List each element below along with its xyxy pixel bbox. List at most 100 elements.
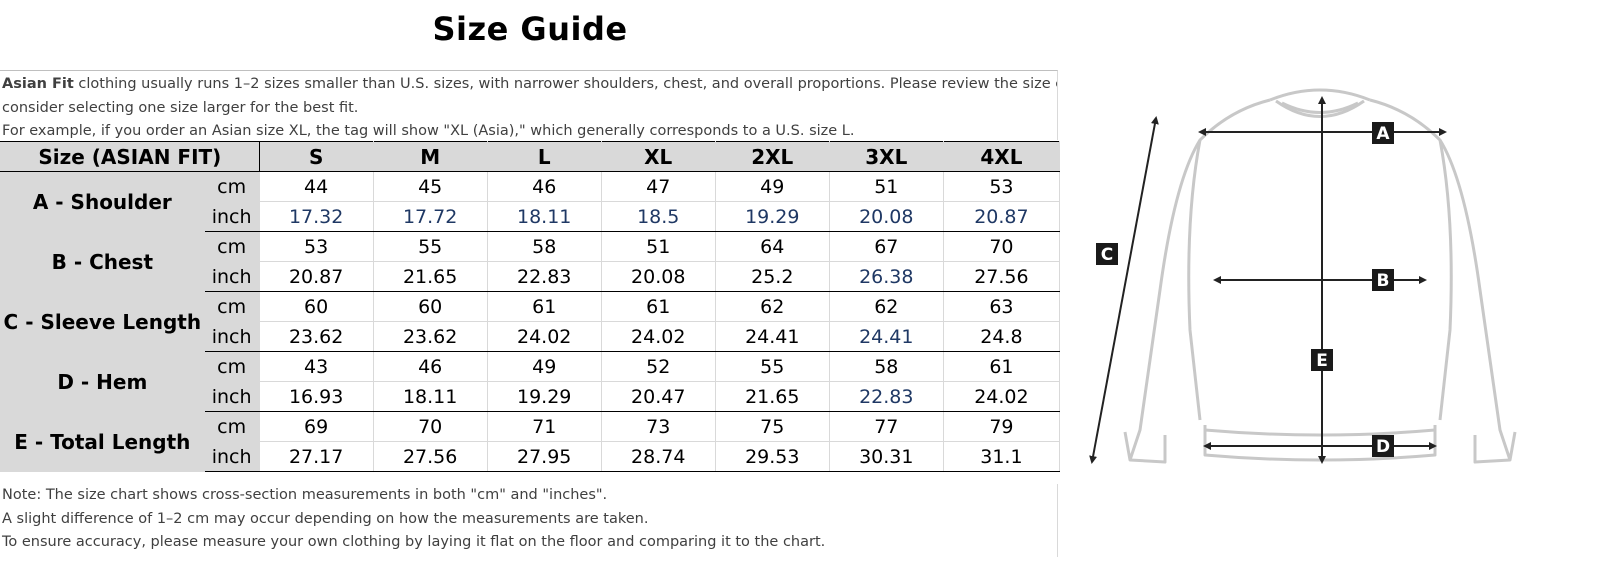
value-cell-inch: 20.87 [258, 261, 374, 292]
value-cell-inch: 22.83 [828, 381, 944, 412]
table-row: inch 27.17 27.56 27.95 28.74 29.53 30.31 31.1 [1, 441, 1061, 472]
value-cell-cm: 43 [258, 351, 374, 382]
value-cell-inch: 28.74 [600, 441, 716, 472]
value-cell-cm: 61 [486, 291, 602, 322]
marker-c: C [1096, 243, 1118, 265]
value-cell-inch: 21.65 [714, 381, 830, 412]
value-cell-inch: 24.02 [942, 381, 1061, 412]
value-cell-cm: 70 [372, 411, 488, 442]
header-size: 2XL [714, 141, 830, 172]
marker-a: A [1372, 122, 1394, 144]
intro-line-1: Asian Fit clothing usually runs 1–2 size… [2, 73, 1057, 97]
unit-label-inch: inch [203, 321, 260, 352]
unit-label-cm: cm [203, 351, 260, 382]
table-row: B - Chest cm 53 55 58 51 64 67 70 [0, 231, 1061, 292]
value-cell-cm: 55 [714, 351, 830, 382]
value-cell-cm: 64 [714, 231, 830, 262]
value-cell-cm: 49 [714, 171, 830, 202]
value-cell-cm: 46 [486, 171, 602, 202]
page-title: Size Guide [432, 10, 628, 48]
unit-label-cm: cm [203, 291, 260, 322]
value-cell-cm: 62 [714, 291, 830, 322]
measurement-label: D - Hem [0, 351, 205, 412]
value-cell-cm: 53 [258, 231, 374, 262]
marker-e: E [1311, 349, 1333, 371]
value-cell-inch: 20.47 [600, 381, 716, 412]
value-cell-inch: 24.8 [942, 321, 1061, 352]
note-line: To ensure accuracy, please measure your … [2, 534, 826, 550]
marker-d: D [1372, 435, 1394, 457]
note-line: Note: The size chart shows cross-section… [2, 487, 608, 503]
unit-label-cm: cm [203, 411, 260, 442]
note-line: A slight difference of 1–2 cm may occur … [2, 510, 649, 527]
value-cell-cm: 79 [942, 411, 1061, 442]
table-row: C - Sleeve Length cm 60 60 61 61 62 62 63 [0, 291, 1061, 352]
value-cell-cm: 77 [828, 411, 944, 442]
value-cell-cm: 58 [828, 351, 944, 382]
value-cell-cm: 53 [942, 171, 1061, 202]
value-cell-inch: 27.95 [486, 441, 602, 472]
header-size: S [258, 141, 374, 172]
marker-a-label: A [1376, 124, 1390, 144]
value-cell-inch: 24.41 [828, 321, 944, 352]
value-cell-cm: 49 [486, 351, 602, 382]
value-cell-inch: 24.41 [714, 321, 830, 352]
value-cell-inch: 24.02 [486, 321, 602, 352]
intro-text: Asian Fit clothing usually runs 1–2 size… [0, 70, 1058, 140]
value-cell-cm: 58 [486, 231, 602, 262]
value-cell-cm: 73 [600, 411, 716, 442]
value-cell-inch: 16.93 [258, 381, 374, 412]
table-body: A - Shoulder cm 44 45 46 47 49 51 53 inch 17.32 17.… [0, 171, 1061, 472]
header-size: M [372, 141, 488, 172]
intro-bold-prefix: Asian Fit [2, 76, 74, 92]
value-cell-inch: 27.56 [372, 441, 488, 472]
value-cell-inch: 29.53 [714, 441, 830, 472]
table-header-row: Size (ASIAN FIT) S M L XL 2XL 3XL 4XL [0, 141, 1061, 172]
table-row: E - Total Length cm 69 70 71 73 75 77 79 [0, 411, 1061, 472]
header-size: 3XL [828, 141, 944, 172]
value-cell-cm: 47 [600, 171, 716, 202]
value-cell-inch: 18.5 [600, 201, 716, 232]
measurement-label: B - Chest [0, 231, 205, 292]
intro-line-3: For example, if you order an Asian size … [2, 123, 855, 139]
value-cell-cm: 69 [258, 411, 374, 442]
notes: Note: The size chart shows cross-section… [0, 484, 1058, 557]
value-cell-inch: 17.32 [258, 201, 374, 232]
measurement-label: A - Shoulder [0, 171, 205, 232]
measurement-label: C - Sleeve Length [0, 291, 205, 352]
value-cell-cm: 45 [372, 171, 488, 202]
marker-d-label: D [1376, 437, 1390, 457]
value-cell-cm: 70 [942, 231, 1061, 262]
value-cell-cm: 52 [600, 351, 716, 382]
marker-b: B [1372, 269, 1394, 291]
value-cell-cm: 61 [942, 351, 1061, 382]
size-guide-panel: Size Guide Asian Fit clothing usually ru… [0, 10, 1061, 557]
value-cell-cm: 44 [258, 171, 374, 202]
sweatshirt-illustration: A B C D E [1089, 88, 1517, 464]
table-row: inch 20.87 21.65 22.83 20.08 25.2 26.38 27.56 [1, 261, 1061, 292]
unit-label-inch: inch [203, 381, 260, 412]
value-cell-inch: 21.65 [372, 261, 488, 292]
value-cell-inch: 18.11 [372, 381, 488, 412]
value-cell-cm: 51 [828, 171, 944, 202]
intro-line-1-rest: clothing usually runs 1–2 sizes smaller … [78, 76, 1057, 92]
value-cell-cm: 71 [486, 411, 602, 442]
header-size: L [486, 141, 602, 172]
value-cell-inch: 19.29 [486, 381, 602, 412]
table-row: A - Shoulder cm 44 45 46 47 49 51 53 [0, 171, 1061, 232]
value-cell-cm: 60 [258, 291, 374, 322]
header-size: XL [600, 141, 716, 172]
value-cell-inch: 23.62 [258, 321, 374, 352]
value-cell-inch: 27.17 [258, 441, 374, 472]
unit-label-inch: inch [203, 201, 260, 232]
value-cell-cm: 60 [372, 291, 488, 322]
marker-b-label: B [1377, 271, 1390, 291]
value-cell-inch: 23.62 [372, 321, 488, 352]
sweatshirt-outline [1123, 88, 1517, 464]
unit-label-inch: inch [203, 441, 260, 472]
value-cell-inch: 18.11 [486, 201, 602, 232]
intro-line-2: consider selecting one size larger for t… [2, 99, 359, 116]
header-size-label: Size (ASIAN FIT) [0, 141, 260, 172]
size-table: Size (ASIAN FIT) S M L XL 2XL 3XL 4XL A … [0, 141, 1061, 472]
unit-label-cm: cm [203, 171, 260, 202]
